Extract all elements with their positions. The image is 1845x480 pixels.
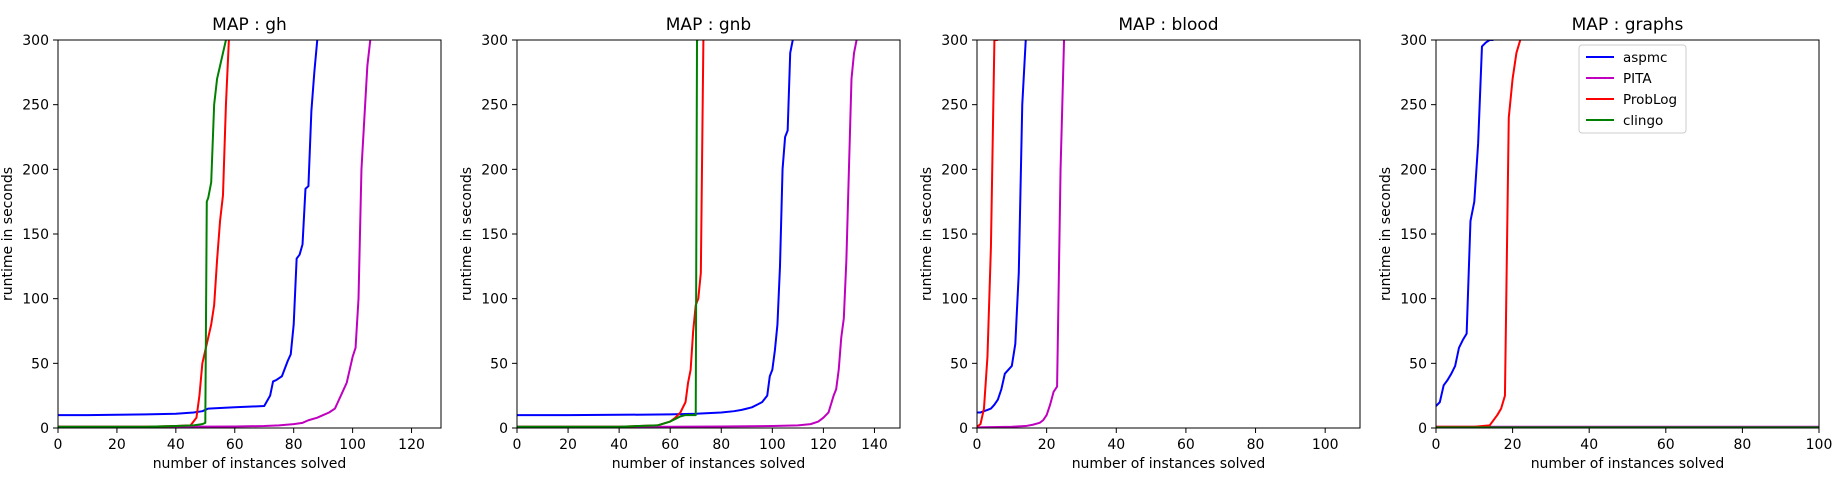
x-tick-label: 40 [1107, 437, 1125, 453]
x-tick-label: 20 [559, 437, 577, 453]
x-tick-label: 0 [54, 437, 63, 453]
y-tick-label: 50 [950, 356, 968, 372]
series-line-pita [58, 40, 372, 428]
series-line-aspmc [1436, 40, 1494, 407]
chart-panel-1: 0 20 40 60 80 100 120 0 50 100 150 200 250 300 MAP : g… [0, 15, 442, 472]
y-tick-label: 150 [481, 227, 508, 243]
y-axis-label: runtime in seconds [459, 167, 475, 301]
x-tick-label: 100 [759, 437, 786, 453]
legend-label-clingo: clingo [1623, 113, 1663, 129]
chart-title: MAP : gnb [666, 15, 751, 35]
x-tick-label: 40 [167, 437, 185, 453]
y-tick-label: 200 [22, 162, 49, 178]
y-tick-label: 50 [490, 356, 508, 372]
series-line-pita [517, 40, 858, 428]
x-tick-label: 40 [610, 437, 628, 453]
plot-frame [57, 39, 442, 429]
y-tick-label: 50 [31, 356, 49, 372]
x-tick-label: 60 [226, 437, 244, 453]
x-tick-label: 0 [973, 437, 982, 453]
series-line-aspmc [977, 40, 1027, 414]
chart-panel-3: 0 20 40 60 80 100 0 50 100 150 200 250 300 MAP : bloo… [919, 15, 1361, 472]
y-tick-label: 150 [941, 227, 968, 243]
y-tick-label: 250 [481, 98, 508, 114]
y-tick-label: 200 [1400, 162, 1427, 178]
y-tick-label: 300 [941, 33, 968, 49]
y-tick-label: 300 [1400, 33, 1427, 49]
x-tick-label: 20 [1504, 437, 1522, 453]
x-tick-label: 80 [1733, 437, 1751, 453]
y-axis-label: runtime in seconds [0, 167, 16, 301]
y-tick-label: 250 [1400, 98, 1427, 114]
y-axis-label: runtime in seconds [919, 167, 935, 301]
x-tick-label: 80 [285, 437, 303, 453]
chart-title: MAP : graphs [1572, 15, 1684, 35]
x-tick-label: 140 [861, 437, 888, 453]
chart-panel-2: 0 20 40 60 80 100 120 140 0 50 100 150 200 250 300 MAP … [459, 15, 901, 472]
x-axis-label: number of instances solved [153, 456, 347, 472]
legend: aspmc PITA ProbLog clingo [1578, 44, 1687, 134]
y-tick-label: 0 [1418, 421, 1427, 437]
series-line-aspmc [517, 40, 794, 417]
series-line-problog [1436, 40, 1522, 428]
x-tick-label: 80 [712, 437, 730, 453]
x-tick-label: 120 [398, 437, 425, 453]
x-tick-label: 20 [108, 437, 126, 453]
series-line-clingo [517, 40, 699, 428]
y-tick-label: 300 [481, 33, 508, 49]
y-tick-label: 250 [941, 98, 968, 114]
y-tick-label: 300 [22, 33, 49, 49]
x-tick-label: 100 [1806, 437, 1833, 453]
series-line-pita [977, 40, 1066, 428]
y-tick-label: 200 [941, 162, 968, 178]
y-tick-label: 150 [1400, 227, 1427, 243]
x-tick-label: 0 [1432, 437, 1441, 453]
x-axis-label: number of instances solved [1531, 456, 1725, 472]
x-tick-label: 60 [1177, 437, 1195, 453]
y-tick-label: 100 [941, 292, 968, 308]
y-axis-label: runtime in seconds [1378, 167, 1394, 301]
legend-label-problog: ProbLog [1623, 92, 1677, 108]
y-tick-label: 0 [499, 421, 508, 437]
x-tick-label: 40 [1580, 437, 1598, 453]
x-tick-label: 100 [339, 437, 366, 453]
x-tick-label: 80 [1247, 437, 1265, 453]
y-tick-label: 100 [1400, 292, 1427, 308]
legend-box [1578, 44, 1687, 134]
x-tick-label: 60 [1657, 437, 1675, 453]
x-tick-label: 120 [810, 437, 837, 453]
x-tick-label: 100 [1312, 437, 1339, 453]
chart-title: MAP : blood [1118, 15, 1218, 35]
series-line-problog [517, 40, 705, 428]
series-line-aspmc [58, 40, 319, 417]
y-tick-label: 0 [959, 421, 968, 437]
series-line-clingo [58, 40, 227, 428]
y-tick-label: 100 [22, 292, 49, 308]
plot-frame [976, 39, 1361, 429]
y-tick-label: 150 [22, 227, 49, 243]
y-tick-label: 100 [481, 292, 508, 308]
legend-label-aspmc: aspmc [1623, 50, 1667, 66]
y-tick-label: 200 [481, 162, 508, 178]
series-line-problog [977, 40, 998, 428]
chart-title: MAP : gh [212, 15, 287, 35]
y-tick-label: 250 [22, 98, 49, 114]
x-tick-label: 0 [513, 437, 522, 453]
y-tick-label: 0 [40, 421, 49, 437]
chart-panel-4: 0 20 40 60 80 100 0 50 100 150 200 250 300 MAP : grap… [1378, 15, 1832, 472]
legend-label-pita: PITA [1623, 71, 1652, 87]
x-axis-label: number of instances solved [612, 456, 806, 472]
y-tick-label: 50 [1409, 356, 1427, 372]
series-line-problog [58, 40, 230, 428]
x-tick-label: 60 [661, 437, 679, 453]
plot-frame [516, 39, 901, 429]
x-axis-label: number of instances solved [1072, 456, 1266, 472]
x-tick-label: 20 [1038, 437, 1056, 453]
